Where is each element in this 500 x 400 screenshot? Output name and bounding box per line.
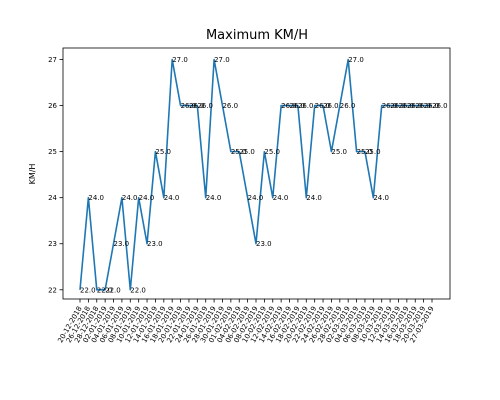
data-label: 24.0 [306, 194, 322, 202]
data-label: 23.0 [114, 240, 130, 248]
data-label: 24.0 [248, 194, 264, 202]
y-tick-label: 23 [48, 240, 57, 248]
data-label: 25.0 [231, 148, 247, 156]
y-tick-label: 27 [48, 56, 57, 64]
data-label: 24.0 [139, 194, 155, 202]
data-label: 22.0 [97, 286, 113, 294]
data-label: 25.0 [365, 148, 381, 156]
data-label: 25.0 [264, 148, 280, 156]
chart-title: Maximum KM/H [206, 28, 308, 43]
data-label: 26.0 [340, 102, 356, 110]
data-label: 27.0 [348, 56, 364, 64]
data-label: 25.0 [239, 148, 255, 156]
data-label: 23.0 [147, 240, 163, 248]
x-axis-ticks: 20-12-201826-12-201828-12-201802-01-2019… [56, 299, 436, 344]
data-label: 24.0 [206, 194, 222, 202]
data-label: 26.0 [290, 102, 306, 110]
y-tick-label: 22 [48, 286, 57, 294]
data-label: 26.0 [222, 102, 238, 110]
data-label: 26.0 [432, 102, 448, 110]
y-axis-label: KM/H [28, 164, 37, 185]
data-label: 26.0 [189, 102, 205, 110]
y-tick-label: 26 [48, 102, 57, 110]
y-tick-label: 24 [48, 194, 57, 202]
data-label: 25.0 [331, 148, 347, 156]
y-axis-ticks: 22 23 24 25 26 27 [48, 56, 63, 294]
series-line [79, 58, 432, 291]
plot-frame [62, 47, 451, 300]
data-label: 22.0 [130, 286, 146, 294]
data-label: 26.0 [398, 102, 414, 110]
data-label: 26.0 [281, 102, 297, 110]
data-label: 23.0 [256, 240, 272, 248]
data-labels: 22.024.022.022.023.024.022.024.023.025.0… [80, 56, 448, 294]
data-label: 26.0 [415, 102, 431, 110]
data-label: 26.0 [382, 102, 398, 110]
data-label: 22.0 [105, 286, 121, 294]
data-label: 26.0 [407, 102, 423, 110]
data-label: 22.0 [80, 286, 96, 294]
data-label: 27.0 [214, 56, 230, 64]
data-label: 26.0 [323, 102, 339, 110]
y-tick-label: 25 [48, 148, 57, 156]
data-label: 25.0 [155, 148, 171, 156]
data-label: 26.0 [298, 102, 314, 110]
data-label: 26.0 [197, 102, 213, 110]
data-label: 26.0 [315, 102, 331, 110]
data-label: 24.0 [373, 194, 389, 202]
data-label: 24.0 [164, 194, 180, 202]
data-label: 24.0 [273, 194, 289, 202]
data-label: 26.0 [424, 102, 440, 110]
data-label: 24.0 [88, 194, 104, 202]
data-label: 25.0 [357, 148, 373, 156]
data-label: 26.0 [181, 102, 197, 110]
data-label: 27.0 [172, 56, 188, 64]
data-label: 26.0 [390, 102, 406, 110]
data-label: 24.0 [122, 194, 138, 202]
